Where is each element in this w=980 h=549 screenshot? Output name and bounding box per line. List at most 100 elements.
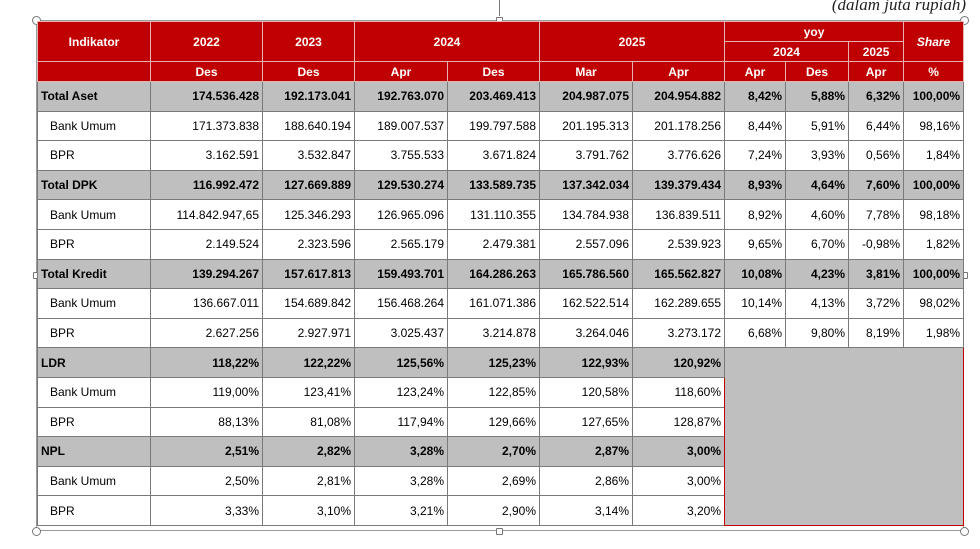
table-cell: 2.149.524 [150,228,263,260]
table-cell: 2.627.256 [150,317,263,349]
table-cell: 4,13% [785,288,850,319]
table-cell: 118,60% [632,376,726,408]
table-cell: 204.987.075 [539,81,634,112]
table-cell: 127,65% [539,406,634,438]
table-cell: 3.264.046 [539,317,634,349]
table-cell: 164.286.263 [446,258,541,290]
table-cell: 3,00% [632,465,726,497]
table-cell: 5,88% [785,81,850,112]
header-year-2025: 2025 [539,21,726,62]
header-month-cell: Apr [724,61,787,82]
header-month-cell: Apr [848,61,905,82]
table-cell: 0,56% [848,140,905,171]
row-label: Total Aset [37,81,151,112]
table-row-sub: BPR 88,13% 81,08% 117,94% 129,66% 127,65% 128,… [37,406,964,438]
table-cell: 4,60% [785,199,850,230]
header-month-cell: Des [150,61,263,82]
table-cell: 3,00% [632,436,726,467]
row-label: Bank Umum [37,288,151,319]
table-row-sub: Bank Umum 119,00% 123,41% 123,24% 122,85% 120… [37,376,964,408]
row-label: BPR [37,140,151,171]
table-cell: 2,81% [262,465,355,497]
table-row-sub: BPR 2.149.524 2.323.596 2.565.179 2.479.381 2… [37,228,965,260]
table-cell: 9,80% [785,317,850,349]
table-cell: 98,18% [903,199,965,230]
resize-handle-bottom-right[interactable] [960,527,969,536]
table-cell: 3,93% [785,140,850,171]
table-cell: 2.479.381 [446,228,541,260]
table-cell: 2,82% [262,436,355,467]
table-cell: 3.214.878 [446,317,541,349]
resize-handle-bottom[interactable] [496,528,503,535]
table-cell: 10,14% [724,288,787,319]
table-cell: 188.640.194 [262,110,355,142]
table-cell: -0,98% [848,228,905,260]
table-cell: 7,60% [848,169,905,201]
table-cell: 122,85% [446,376,541,408]
table-cell: 3,10% [262,495,355,526]
table-cell: 174.536.428 [150,81,263,112]
rotate-handle[interactable] [499,0,500,16]
table-cell: 165.786.560 [539,258,634,290]
table-cell: 3.162.591 [150,140,263,171]
table-cell: 3.025.437 [354,317,448,349]
table-cell: 201.195.313 [539,110,634,142]
table-cell: 162.289.655 [632,288,726,319]
resize-handle-top-left[interactable] [32,16,41,25]
table-cell: 1,98% [903,317,965,349]
table-cell: 3.671.824 [446,140,541,171]
unit-note: (dalam juta rupiah) [831,0,966,14]
table-cell: 123,24% [354,376,448,408]
header-indikator: Indikator [37,21,151,62]
table-cell: 6,70% [785,228,850,260]
table-cell: 129,66% [446,406,541,438]
table-cell: 120,58% [539,376,634,408]
table-cell: 129.530.274 [354,169,448,201]
table-cell: 2,51% [150,436,263,467]
table-cell: 2.927.971 [262,317,355,349]
row-label: BPR [37,317,151,349]
table-cell: 7,24% [724,140,787,171]
table-cell: 128,87% [632,406,726,438]
table-cell: 3,21% [354,495,448,526]
table-cell: 203.469.413 [446,81,541,112]
table-cell: 2,86% [539,465,634,497]
table-cell: 136.839.511 [632,199,726,230]
table-cell: 2,87% [539,436,634,467]
header-month-cell: Des [785,61,850,82]
header-month-cell: Des [262,61,355,82]
table-cell: 114.842.947,65 [150,199,263,230]
table-cell: 119,00% [150,376,263,408]
table-cell: 139.379.434 [632,169,726,201]
table-cell: 2.565.179 [354,228,448,260]
table-cell: 204.954.882 [632,81,726,112]
resize-handle-top-right[interactable] [960,16,969,25]
table-row-sub: Bank Umum 136.667.011 154.689.842 156.468.2… [37,288,965,319]
table-cell: 2.557.096 [539,228,634,260]
table-row-sub: BPR 2.627.256 2.927.971 3.025.437 3.214.878 3… [37,317,965,349]
table-cell: 8,19% [848,317,905,349]
table-cell: 2,69% [446,465,541,497]
table-cell: 100,00% [903,169,965,201]
table-cell: 162.522.514 [539,288,634,319]
table-row-main: Total Aset 174.536.428 192.173.041 192.763.… [37,81,965,112]
header-yoy-2025: 2025 [848,41,905,62]
table-row-sub: BPR 3.162.591 3.532.847 3.755.533 3.671.824 3… [37,140,965,171]
header-year-2024: 2024 [353,21,541,62]
header-year-2022: 2022 [150,21,263,62]
table-cell: 116.992.472 [150,169,263,201]
resize-handle-bottom-left[interactable] [32,527,41,536]
table-cell: 131.110.355 [446,199,541,230]
table-cell: 3,28% [354,436,448,467]
table-cell: 192.763.070 [354,81,448,112]
table-cell: 100,00% [903,81,965,112]
table-cell: 81,08% [262,406,355,438]
table-row-main: Total Kredit 139.294.267 157.617.813 159.49… [37,258,965,290]
table-cell: 8,93% [724,169,787,201]
table-cell: 9,65% [724,228,787,260]
row-label: Total Kredit [37,258,151,290]
table-cell: 5,91% [785,110,850,142]
header-month-cell: Apr [354,61,448,82]
table-row-sub: Bank Umum 2,50% 2,81% 3,28% 2,69% 2,86% 3,00% [37,465,964,497]
table-cell: 10,08% [724,258,787,290]
